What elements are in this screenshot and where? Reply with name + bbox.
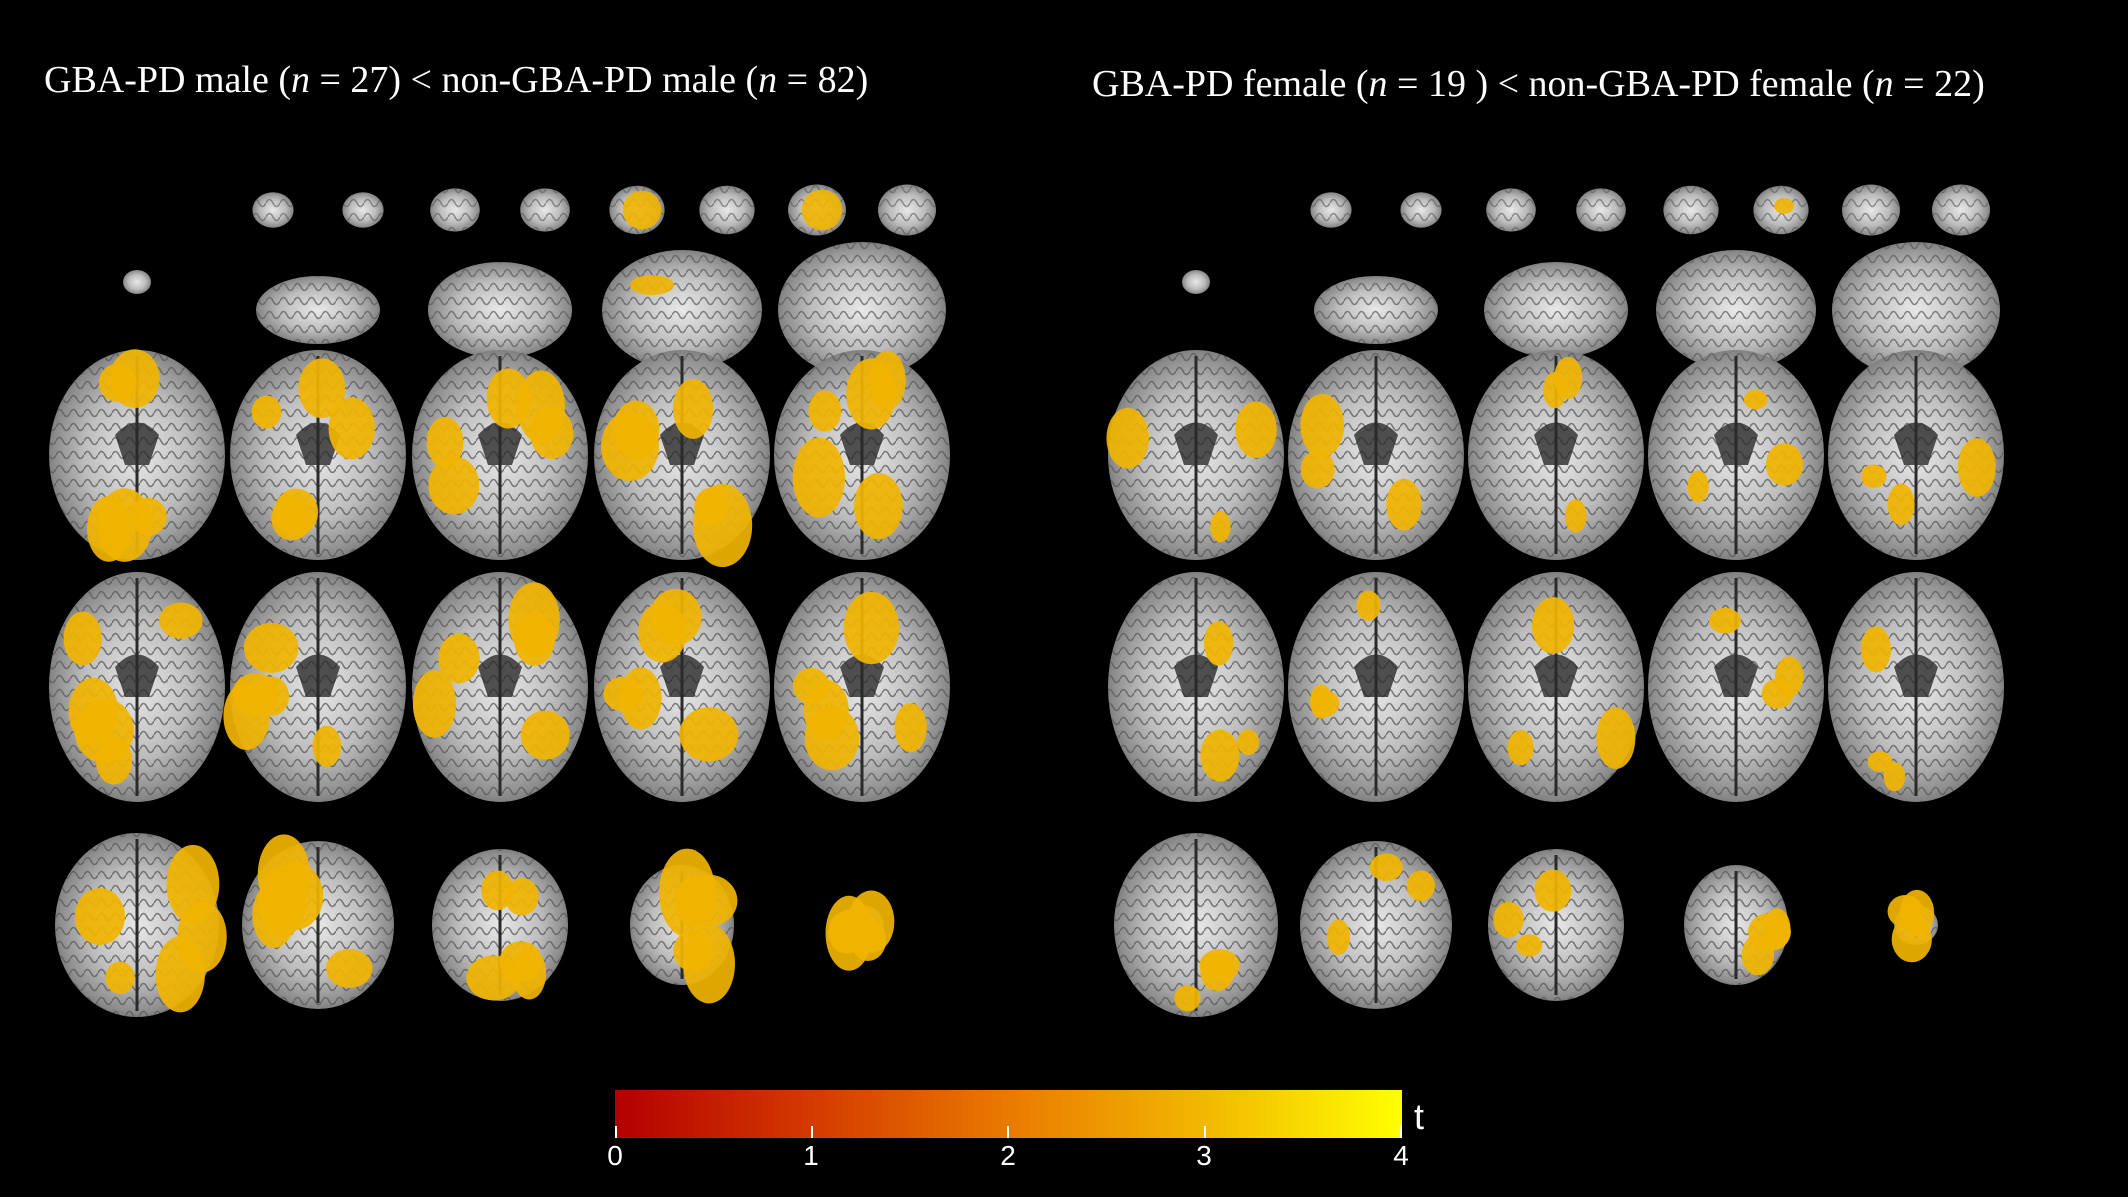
brain-slice: [1656, 250, 1816, 370]
brain-slice: [1310, 192, 1442, 228]
colorbar-tick-label: 3: [1196, 1140, 1212, 1171]
brain-slice: [1314, 276, 1438, 344]
brain-slice: [1832, 242, 2000, 378]
brain-slice: [428, 262, 572, 358]
brain-slice: [1488, 849, 1624, 1001]
brain-slice: [256, 276, 380, 344]
colorbar-tick: [1007, 1126, 1009, 1138]
brain-slice: [223, 572, 406, 802]
brain-slice: [1288, 572, 1464, 802]
brain-slice: [1842, 184, 1990, 236]
brain-slice: [1887, 889, 1938, 963]
colorbar: [615, 1090, 1402, 1138]
colorbar-unit-label: t: [1414, 1096, 1425, 1137]
colorbar-tick: [1204, 1126, 1206, 1138]
colorbar-tick: [811, 1126, 813, 1138]
brain-slice: [1182, 270, 1210, 294]
brain-slice: [1828, 572, 2004, 802]
brain-slice: [1468, 350, 1644, 560]
brain-slice: [774, 572, 950, 802]
brain-slice: [49, 572, 225, 802]
brain-slice: [1663, 185, 1809, 235]
panel-male-slices: [49, 184, 950, 1017]
colorbar-tick: [615, 1126, 617, 1138]
brain-slice: [630, 848, 738, 1004]
brain-slice: [1486, 188, 1626, 232]
brain-slice: [825, 890, 895, 971]
brain-slice: [242, 834, 394, 1009]
brain-slice: [594, 572, 770, 802]
colorbar-tick-label: 2: [1000, 1140, 1016, 1171]
panel-title-male: GBA-PD male (n = 27) < non-GBA-PD male (…: [44, 59, 869, 101]
brain-slice: [1484, 262, 1628, 358]
colorbar-tick-label: 0: [607, 1140, 623, 1171]
brain-slice: [774, 350, 950, 560]
brain-slice: [230, 350, 406, 560]
colorbar-tick: [1400, 1126, 1402, 1138]
brain-slice: [1300, 841, 1452, 1009]
brain-slice: [1106, 350, 1284, 560]
brain-slice: [1828, 350, 2004, 560]
brain-slice: [788, 184, 936, 236]
brain-slice: [1114, 833, 1278, 1017]
brain-slice: [55, 833, 227, 1017]
brain-slice: [123, 270, 151, 294]
brain-slice: [1468, 572, 1644, 802]
brain-slice: [1648, 350, 1824, 560]
brain-slice: [1108, 572, 1284, 802]
brain-slice: [432, 849, 568, 1001]
brain-slice: [778, 242, 946, 378]
brain-slice: [1648, 572, 1824, 802]
colorbar-tick-label: 1: [803, 1140, 819, 1171]
brain-slice: [412, 572, 588, 802]
brain-slice: [602, 250, 762, 370]
panel-female-slices: [1106, 184, 2004, 1017]
brain-slice: [49, 349, 225, 562]
panel-title-female: GBA-PD female (n = 19 ) < non-GBA-PD fem…: [1092, 63, 1985, 105]
brain-slice: [1288, 350, 1464, 560]
brain-slice: [412, 350, 588, 560]
brain-slice: [252, 192, 384, 228]
brain-slice: [1684, 865, 1791, 985]
brain-slice: [609, 185, 755, 235]
brain-slice: [430, 188, 570, 232]
colorbar-tick-label: 4: [1393, 1140, 1409, 1171]
brain-slice: [594, 350, 770, 568]
